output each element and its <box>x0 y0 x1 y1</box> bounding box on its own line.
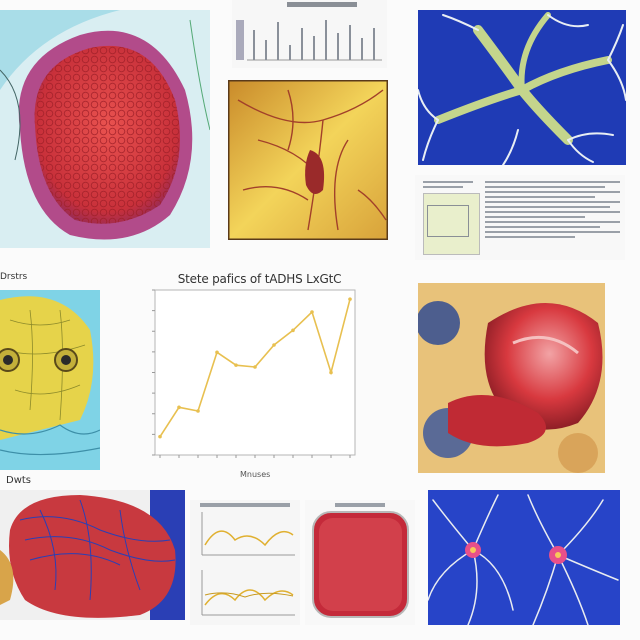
red-cell-square-tile <box>305 500 415 625</box>
organ-illustration-tile <box>0 10 210 248</box>
mini-line-charts <box>190 500 300 625</box>
main-chart-title: Stete pafics of tADHS LxGtC <box>177 272 342 286</box>
data-point <box>196 409 200 413</box>
vessel-organ-illustration <box>0 490 185 620</box>
anatomical-face <box>0 290 100 470</box>
data-point <box>158 434 162 439</box>
neuron-illustration-tile <box>418 10 626 165</box>
main-line-chart <box>130 285 360 475</box>
mini-bar-chart-tile <box>232 0 387 68</box>
vascular-illustration-tile <box>228 80 388 240</box>
blood-cell-tile <box>418 283 605 473</box>
neuron-illustration <box>418 10 626 165</box>
data-point <box>272 343 276 347</box>
data-point <box>253 365 257 369</box>
data-point <box>310 310 314 314</box>
blood-cell-illustration <box>418 283 605 473</box>
vessel-organ-tile <box>0 490 185 620</box>
bottom-left-caption: Dwts <box>6 475 32 486</box>
data-point <box>329 370 333 375</box>
data-point <box>234 363 238 367</box>
chart-plot-area <box>154 289 356 456</box>
data-point <box>177 405 181 410</box>
neurons-pair-tile <box>428 490 620 625</box>
document-snippet-tile <box>415 175 625 260</box>
left-mid-caption: Drstrs <box>0 272 28 282</box>
main-chart-xlabel: Mnuses <box>240 470 271 479</box>
data-point <box>291 328 295 333</box>
organ-illustration <box>0 10 210 248</box>
main-line-chart-svg <box>152 289 356 458</box>
data-point <box>348 297 352 301</box>
neurons-pair-illustration <box>428 490 620 625</box>
anatomical-face-tile <box>0 290 100 470</box>
vascular-illustration <box>228 80 388 240</box>
mini-line-charts-tile <box>190 500 300 625</box>
red-cell-square <box>305 500 415 625</box>
data-point <box>215 350 219 355</box>
mini-bar-chart <box>232 0 387 68</box>
